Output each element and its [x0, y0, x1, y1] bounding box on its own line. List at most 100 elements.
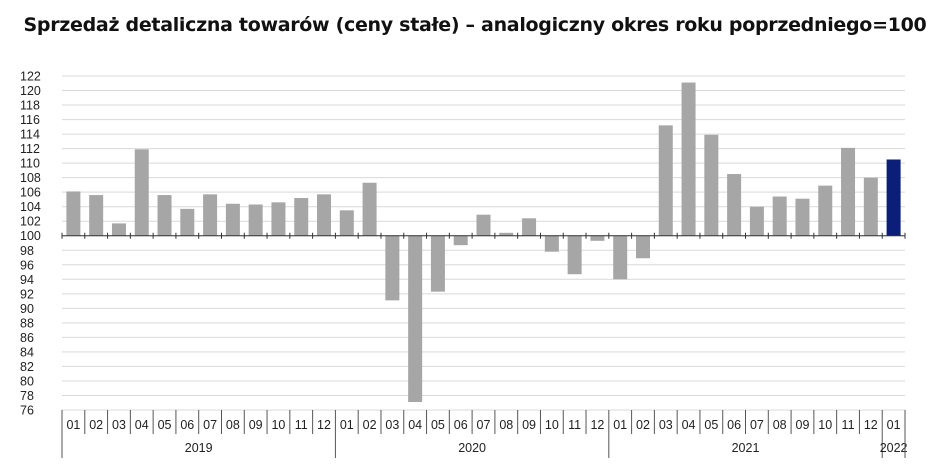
bar — [248, 204, 263, 236]
bar — [89, 195, 104, 236]
bar — [339, 210, 354, 236]
x-axis: 01 02 03 04 05 06 07 08 09 10 11 12 01 02 03 04 05 06 07 08… — [61, 410, 908, 458]
gridlines — [62, 75, 905, 411]
bar — [317, 194, 332, 236]
bar — [499, 232, 514, 236]
y-tick-label: 80 — [20, 374, 34, 388]
bar — [385, 235, 400, 301]
x-tick-label: 12 — [864, 418, 878, 432]
x-tick-label: 03 — [385, 418, 399, 432]
y-tick-label: 100 — [20, 229, 41, 243]
bar — [430, 235, 445, 292]
x-tick-label: 03 — [112, 418, 126, 432]
x-tick-label: 02 — [363, 418, 377, 432]
x-tick-label: 02 — [89, 418, 103, 432]
chart-title: Sprzedaż detaliczna towarów (ceny stałe)… — [23, 14, 927, 36]
y-tick-label: 86 — [20, 331, 34, 345]
bar — [203, 194, 218, 236]
x-tick-label: 06 — [180, 418, 194, 432]
year-label: 2020 — [458, 441, 486, 455]
x-tick-label: 01 — [613, 418, 627, 432]
bar — [795, 198, 810, 236]
y-tick-label: 110 — [20, 157, 40, 171]
x-tick-label: 04 — [682, 418, 696, 432]
x-tick-label: 12 — [317, 418, 331, 432]
x-tick-label: 10 — [545, 418, 559, 432]
x-tick-label: 06 — [454, 418, 468, 432]
bar — [818, 185, 833, 236]
y-tick-label: 78 — [20, 389, 34, 403]
x-tick-label: 09 — [249, 418, 263, 432]
y-tick-label: 114 — [20, 128, 40, 142]
y-tick-label: 76 — [20, 404, 34, 418]
bar — [157, 195, 172, 236]
x-tick-label: 09 — [796, 418, 810, 432]
x-tick-label: 11 — [568, 418, 581, 432]
x-tick-label: 06 — [727, 418, 741, 432]
bar — [225, 203, 240, 236]
bar — [635, 235, 650, 259]
year-label: 2019 — [185, 441, 213, 455]
x-tick-label: 05 — [704, 418, 718, 432]
bar — [841, 147, 856, 236]
bar — [180, 208, 195, 236]
bar — [544, 235, 559, 252]
bar — [886, 159, 901, 236]
y-tick-label: 116 — [20, 113, 40, 127]
x-tick-label: 01 — [887, 418, 901, 432]
baseline-axis — [61, 232, 906, 239]
x-tick-label: 04 — [408, 418, 422, 432]
x-tick-label: 08 — [773, 418, 787, 432]
y-tick-label: 106 — [20, 186, 41, 200]
y-tick-label: 94 — [20, 273, 34, 287]
bar — [590, 235, 605, 241]
y-axis-ticks: 7678808284868890929496981001021041061081… — [20, 70, 41, 418]
bar — [772, 196, 787, 236]
x-tick-label: 07 — [477, 418, 491, 432]
bar — [863, 177, 878, 236]
x-tick-label: 11 — [842, 418, 855, 432]
bar — [476, 214, 491, 236]
x-tick-label: 03 — [659, 418, 673, 432]
x-tick-label: 01 — [340, 418, 354, 432]
y-tick-label: 92 — [20, 287, 34, 301]
y-tick-label: 90 — [20, 302, 34, 316]
bar — [408, 235, 423, 403]
x-tick-label: 12 — [590, 418, 604, 432]
y-tick-label: 98 — [20, 244, 34, 258]
x-tick-label: 07 — [750, 418, 764, 432]
y-tick-label: 118 — [20, 99, 40, 113]
y-tick-label: 120 — [20, 84, 41, 98]
bar — [453, 235, 468, 246]
x-tick-label: 01 — [66, 418, 80, 432]
x-tick-label: 08 — [226, 418, 240, 432]
y-tick-label: 102 — [20, 215, 41, 229]
bar — [727, 174, 742, 236]
x-tick-label: 02 — [636, 418, 650, 432]
bar — [704, 134, 719, 236]
y-tick-label: 82 — [20, 360, 34, 374]
y-tick-label: 112 — [20, 142, 40, 156]
bar — [362, 182, 377, 236]
y-tick-label: 88 — [20, 316, 34, 330]
x-tick-label: 09 — [522, 418, 536, 432]
bar — [658, 125, 673, 236]
year-label: 2021 — [732, 441, 760, 455]
bar — [749, 206, 764, 236]
bar — [134, 149, 149, 236]
x-tick-label: 07 — [203, 418, 217, 432]
y-tick-label: 104 — [20, 200, 41, 214]
bar — [522, 218, 537, 236]
y-tick-label: 122 — [20, 70, 41, 84]
x-tick-label: 11 — [295, 418, 308, 432]
x-tick-label: 05 — [431, 418, 445, 432]
bar — [294, 197, 309, 236]
bar — [111, 223, 126, 236]
x-tick-label: 10 — [818, 418, 832, 432]
y-tick-label: 84 — [20, 345, 34, 359]
y-tick-label: 96 — [20, 258, 34, 272]
bars — [66, 82, 901, 403]
year-label: 2022 — [880, 441, 908, 455]
x-tick-label: 10 — [271, 418, 285, 432]
